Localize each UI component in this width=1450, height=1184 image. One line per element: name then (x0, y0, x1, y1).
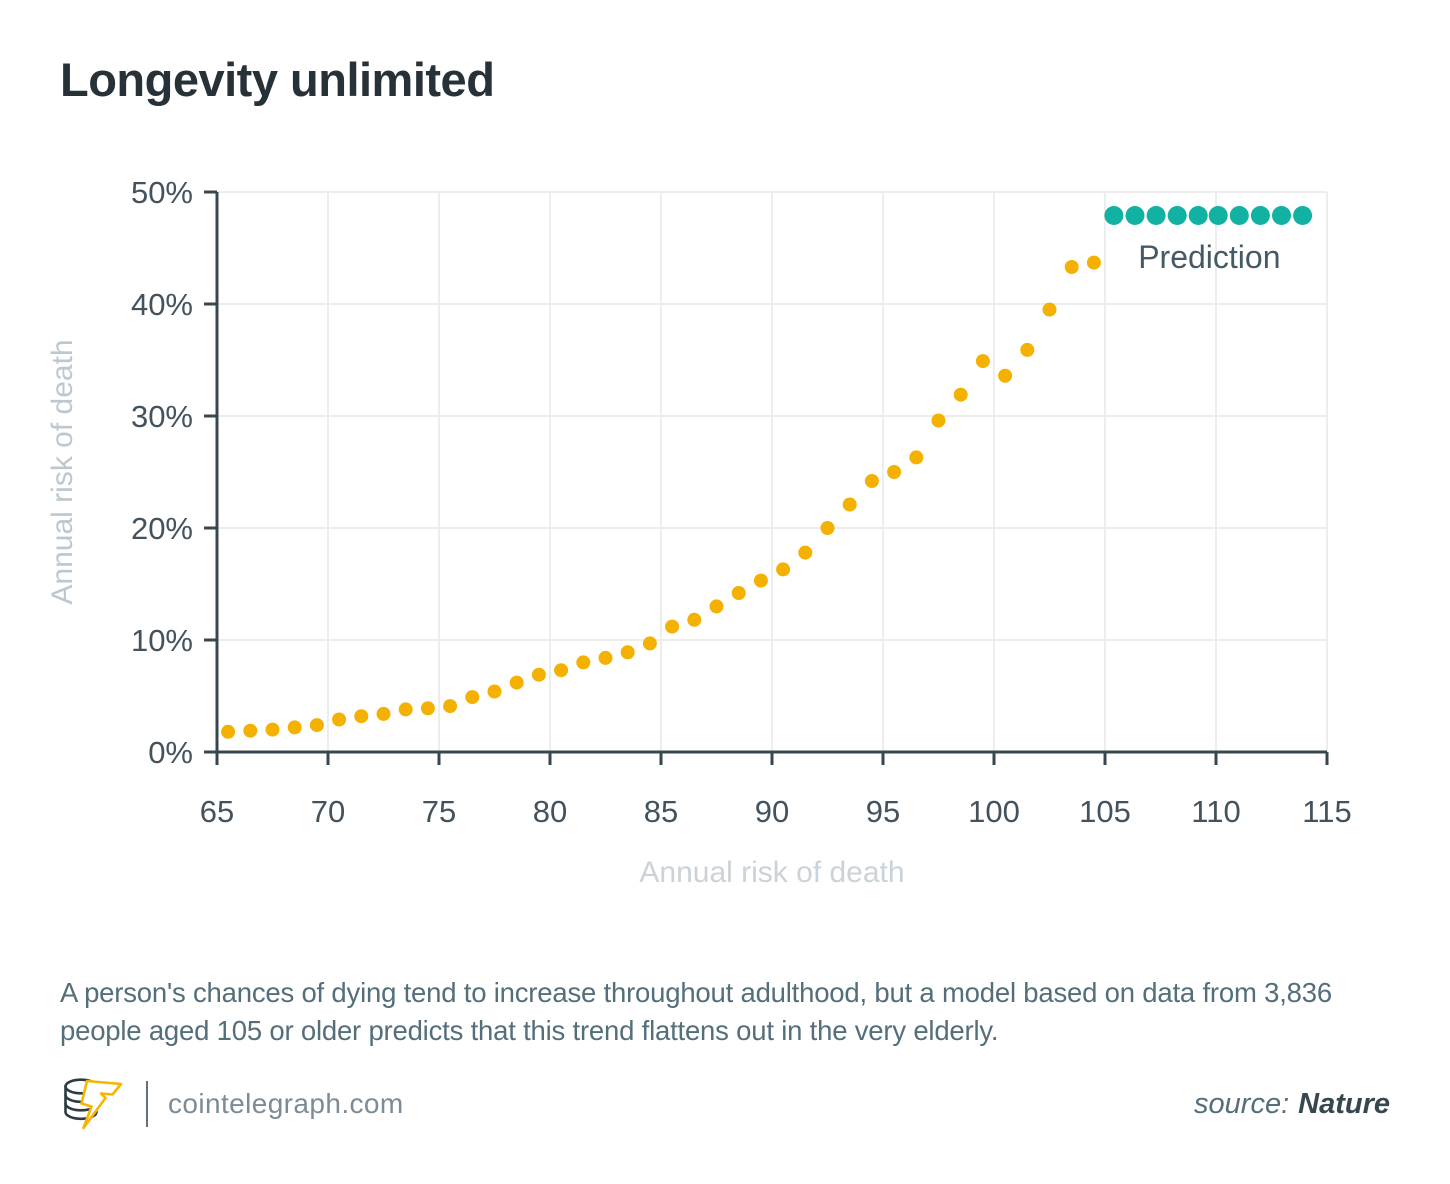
data-point-observed (465, 690, 480, 705)
data-point-observed (864, 474, 879, 488)
data-point-observed (443, 699, 458, 714)
data-point-observed (953, 387, 968, 402)
x-tick-label: 80 (533, 794, 567, 829)
data-point-prediction (1250, 206, 1270, 225)
data-point-prediction (1125, 206, 1145, 225)
data-point-observed (1086, 255, 1101, 270)
data-point-prediction (1188, 206, 1208, 225)
data-point-observed (221, 724, 236, 739)
y-tick-label: 0% (148, 735, 193, 770)
y-tick-label: 10% (131, 623, 193, 658)
data-point-observed (598, 650, 613, 665)
data-point-observed (1042, 302, 1057, 317)
caption-line-1: A person's chances of dying tend to incr… (60, 976, 1332, 1008)
x-tick-label: 115 (1302, 794, 1351, 829)
caption-line-2: people aged 105 or older predicts that t… (60, 1014, 999, 1046)
data-point-observed (753, 573, 768, 588)
y-tick-label: 40% (131, 287, 193, 322)
chart-area: 0% 10% 20% 30% 40% 50% 65 70 75 80 85 90 95 100 105 110… (0, 150, 1450, 900)
x-tick-label: 95 (866, 794, 900, 829)
data-point-observed (798, 545, 813, 560)
data-point-observed (576, 655, 591, 670)
chart-caption: A person's chances of dying tend to incr… (60, 974, 1332, 1050)
data-point-observed (1064, 260, 1079, 274)
page-title: Longevity unlimited (60, 53, 495, 106)
x-tick-label: 65 (200, 794, 234, 829)
source-label: source: (1194, 1087, 1290, 1120)
x-tick-label: 105 (1079, 794, 1131, 829)
data-point-observed (287, 720, 302, 735)
data-point-observed (243, 723, 258, 738)
source-name: Nature (1298, 1087, 1390, 1120)
data-point-observed (731, 586, 746, 600)
x-tick-label: 85 (644, 794, 678, 829)
data-point-prediction (1146, 206, 1166, 225)
x-tick-label: 70 (311, 794, 345, 829)
brand-site-text: cointelegraph.com (168, 1088, 404, 1119)
x-axis-title: Annual risk of death (639, 856, 904, 889)
data-point-observed (998, 368, 1013, 383)
data-point-observed (509, 675, 524, 690)
footer: cointelegraph.com source: Nature (60, 1066, 1390, 1142)
data-point-observed (909, 450, 924, 465)
brand-block: cointelegraph.com (60, 1073, 404, 1135)
data-point-observed (487, 684, 502, 699)
prediction-label: Prediction (1138, 239, 1280, 275)
data-point-observed (1020, 342, 1035, 357)
data-point-observed (709, 599, 724, 614)
data-point-prediction (1272, 206, 1291, 225)
data-point-observed (420, 701, 435, 716)
data-point-observed (554, 663, 569, 678)
data-point-observed (620, 645, 635, 660)
data-point-observed (820, 521, 835, 535)
data-point-observed (975, 354, 990, 369)
y-tick-label: 30% (131, 399, 193, 434)
scatter-chart: 0% 10% 20% 30% 40% 50% 65 70 75 80 85 90 95 100 105 110… (46, 175, 1352, 889)
data-point-prediction (1208, 206, 1228, 225)
data-point-prediction (1167, 206, 1187, 225)
y-axis-title: Annual risk of death (46, 339, 79, 604)
data-point-observed (842, 497, 857, 512)
x-tick-label: 100 (968, 794, 1020, 829)
data-point-observed (531, 667, 546, 682)
data-point-observed (354, 709, 369, 724)
data-point-observed (887, 465, 902, 479)
data-point-observed (665, 619, 680, 634)
data-point-observed (642, 636, 657, 651)
data-point-observed (687, 612, 702, 627)
x-tick-label: 75 (422, 794, 456, 829)
data-point-prediction (1293, 206, 1313, 225)
y-tick-label: 20% (131, 511, 193, 546)
y-tick-label: 50% (131, 175, 193, 210)
data-point-observed (265, 722, 280, 737)
data-point-observed (376, 706, 391, 721)
data-point-observed (931, 413, 946, 428)
data-point-observed (776, 562, 791, 577)
cointelegraph-logo-icon (60, 1073, 126, 1135)
footer-divider (146, 1081, 148, 1127)
x-tick-label: 110 (1191, 794, 1240, 829)
data-point-observed (309, 718, 324, 733)
data-point-observed (332, 712, 347, 727)
x-tick-label: 90 (755, 794, 789, 829)
data-point-prediction (1104, 206, 1124, 225)
source-credit: source: Nature (1194, 1088, 1390, 1121)
data-point-observed (398, 702, 413, 717)
data-point-prediction (1229, 206, 1249, 225)
